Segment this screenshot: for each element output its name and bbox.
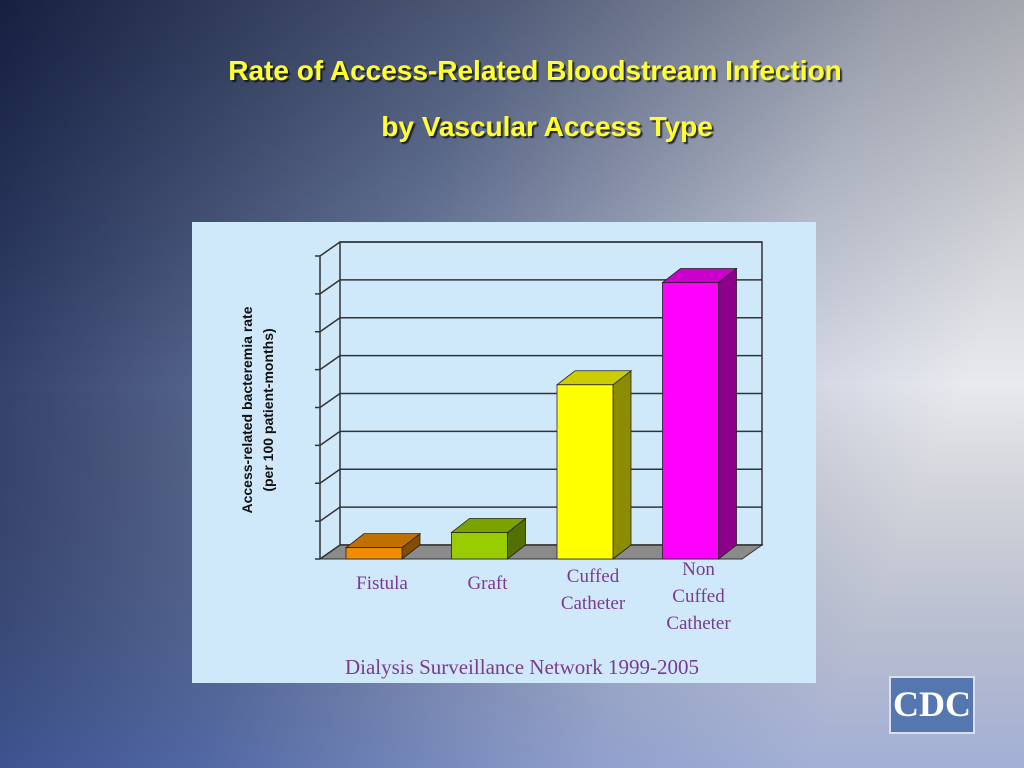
x-tick-label: Graft xyxy=(467,573,508,594)
bar-front xyxy=(556,384,614,560)
bar xyxy=(450,517,527,560)
x-tick-label: Cuffed Catheter xyxy=(560,566,626,614)
title: Rate of Access-Related Bloodstream Infec… xyxy=(228,55,842,86)
y-axis-label: Access-related bacteremia rate xyxy=(239,306,255,513)
grid-line xyxy=(319,544,341,560)
x-tick-label: Fistula xyxy=(356,573,408,594)
grid-line xyxy=(319,430,341,446)
bar-side xyxy=(718,267,737,560)
bar-front xyxy=(451,532,508,560)
bar-side xyxy=(612,369,632,560)
grid-line xyxy=(319,355,341,371)
grid-line xyxy=(319,392,341,409)
logo-box xyxy=(889,676,975,734)
source-note: Dialysis Surveillance Network 1999-2005 xyxy=(345,655,699,679)
logo: CDC xyxy=(893,684,971,724)
grid-line xyxy=(319,468,341,484)
x-tick-label: Non Cuffed Catheter xyxy=(666,559,731,634)
grid-line xyxy=(319,317,341,333)
grid-line xyxy=(319,506,341,522)
y-axis-label: (per 100 patient-months) xyxy=(260,328,276,491)
grid-line xyxy=(319,241,341,257)
title: by Vascular Access Type xyxy=(381,111,713,142)
bar xyxy=(344,532,422,560)
bar xyxy=(661,267,738,560)
bar-front xyxy=(345,547,403,560)
plot xyxy=(315,241,764,560)
grid-line xyxy=(319,279,341,295)
bar xyxy=(555,369,633,560)
bar-front xyxy=(662,282,719,560)
